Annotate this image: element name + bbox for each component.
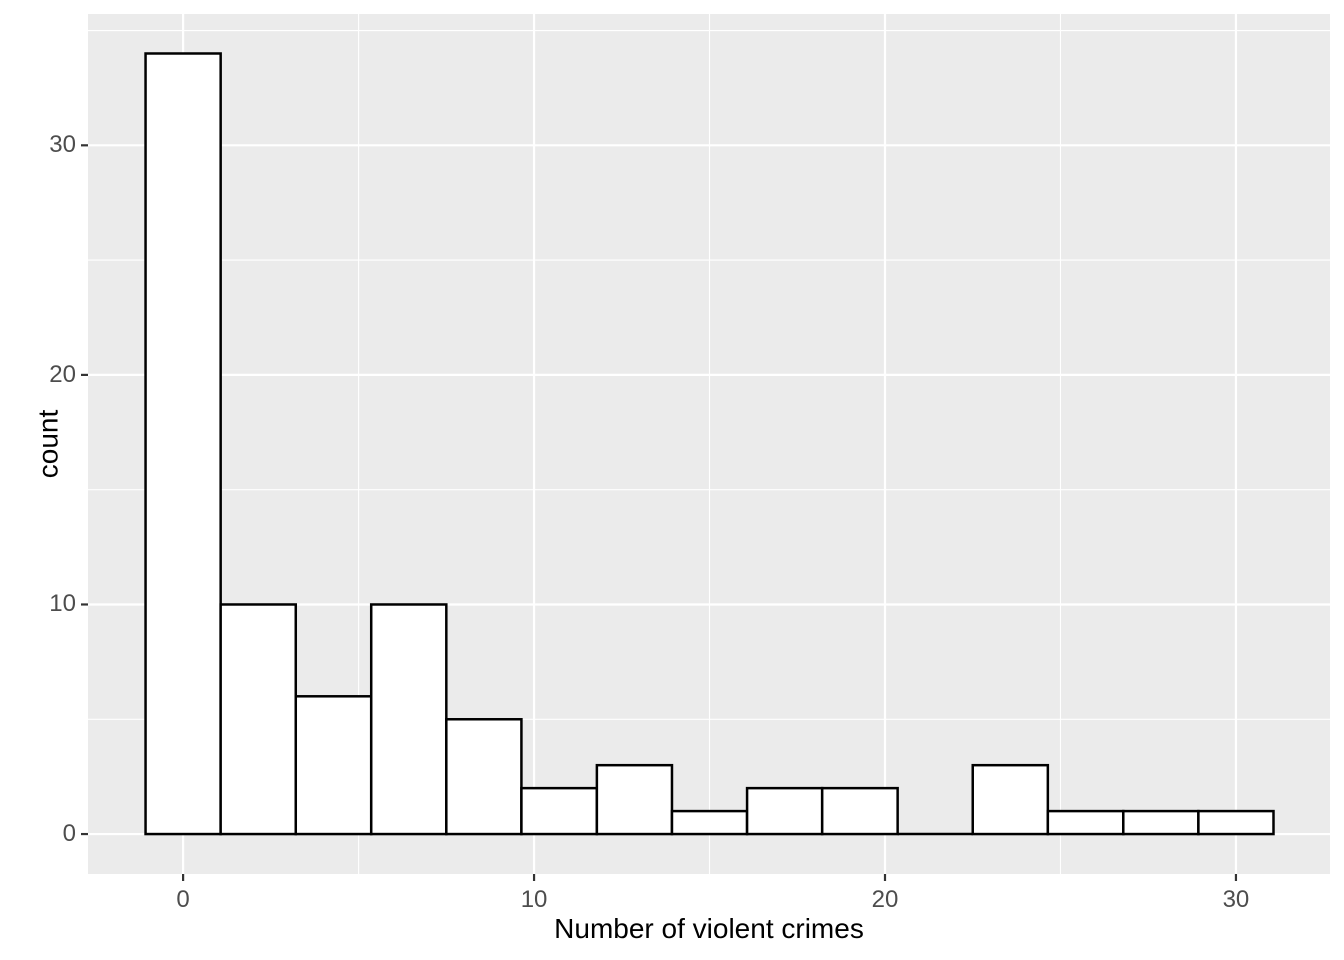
histogram-bar bbox=[595, 763, 674, 836]
x-tick-label: 0 bbox=[176, 886, 190, 913]
x-tick-label: 30 bbox=[1222, 886, 1250, 913]
histogram-bar bbox=[820, 786, 899, 836]
histogram-bar bbox=[520, 786, 599, 836]
x-axis-title: Number of violent crimes bbox=[554, 913, 864, 944]
histogram-bar bbox=[971, 763, 1050, 836]
y-tick-label: 0 bbox=[62, 820, 76, 848]
histogram-bar bbox=[1046, 809, 1125, 836]
histogram-bar bbox=[1122, 809, 1200, 836]
x-tick-label: 20 bbox=[871, 886, 899, 913]
y-axis-title: count bbox=[32, 409, 64, 479]
histogram-bar bbox=[294, 695, 373, 836]
x-tick-label: 10 bbox=[520, 886, 548, 913]
histogram-bar bbox=[369, 603, 448, 836]
y-tick-label: 10 bbox=[49, 590, 76, 618]
histogram-bar bbox=[670, 809, 749, 836]
histogram-bar bbox=[1197, 809, 1275, 836]
histogram-bar bbox=[445, 718, 523, 836]
histogram-bar bbox=[745, 786, 824, 836]
histogram-bar bbox=[144, 52, 222, 836]
y-tick-label: 20 bbox=[49, 360, 76, 388]
y-tick-label: 30 bbox=[49, 131, 76, 159]
histogram-bar bbox=[219, 603, 298, 836]
